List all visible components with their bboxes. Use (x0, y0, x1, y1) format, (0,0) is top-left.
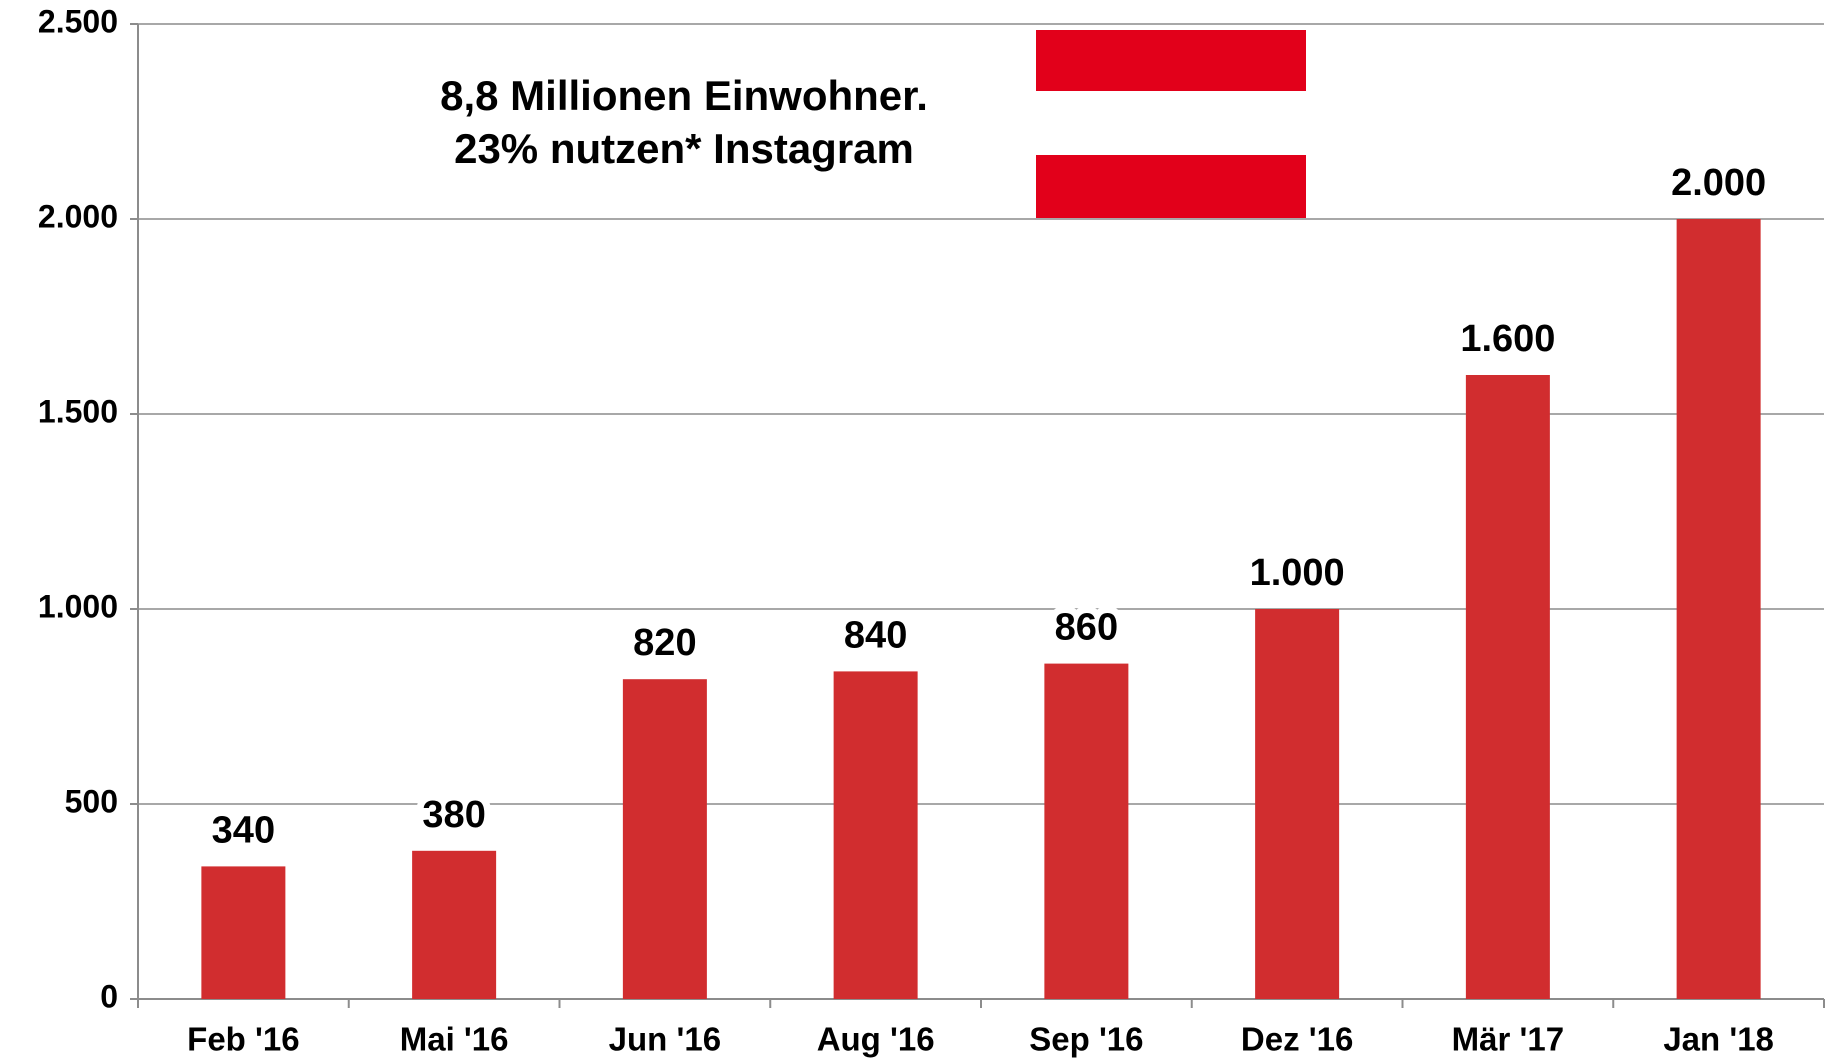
data-label: 1.600 (1460, 318, 1555, 360)
data-label: 1.000 (1250, 552, 1345, 594)
flag-stripe (1036, 30, 1306, 91)
y-tick-label: 2.000 (38, 198, 118, 234)
y-tick-label: 2.500 (38, 3, 118, 39)
data-label: 840 (844, 614, 907, 656)
bar (622, 679, 707, 999)
x-tick-label: Mär '17 (1452, 1021, 1564, 1058)
bar (833, 671, 918, 999)
y-tick-label: 1.500 (38, 393, 118, 429)
x-tick-label: Aug '16 (817, 1021, 935, 1058)
data-label: 2.000 (1671, 162, 1766, 204)
x-tick-label: Jun '16 (609, 1021, 721, 1058)
data-label: 380 (422, 794, 485, 836)
data-label: 860 (1055, 607, 1118, 649)
x-tick-label: Sep '16 (1029, 1021, 1143, 1058)
x-tick-label: Feb '16 (187, 1021, 299, 1058)
y-tick-label: 500 (65, 783, 118, 819)
y-tick-label: 0 (100, 978, 118, 1014)
bar (412, 850, 497, 999)
bar (1676, 219, 1761, 999)
annotation: 8,8 Millionen Einwohner. (440, 72, 928, 119)
bar (1255, 609, 1340, 999)
data-label: 820 (633, 622, 696, 664)
bar (201, 866, 286, 999)
annotation: 23% nutzen* Instagram (454, 125, 914, 172)
flag-stripe (1036, 155, 1306, 218)
y-tick-label: 1.000 (38, 588, 118, 624)
x-tick-label: Dez '16 (1241, 1021, 1353, 1058)
bar (1044, 663, 1129, 999)
x-tick-label: Jan '18 (1663, 1021, 1774, 1058)
data-label: 340 (212, 809, 275, 851)
bar (1465, 375, 1550, 999)
x-tick-label: Mai '16 (400, 1021, 509, 1058)
